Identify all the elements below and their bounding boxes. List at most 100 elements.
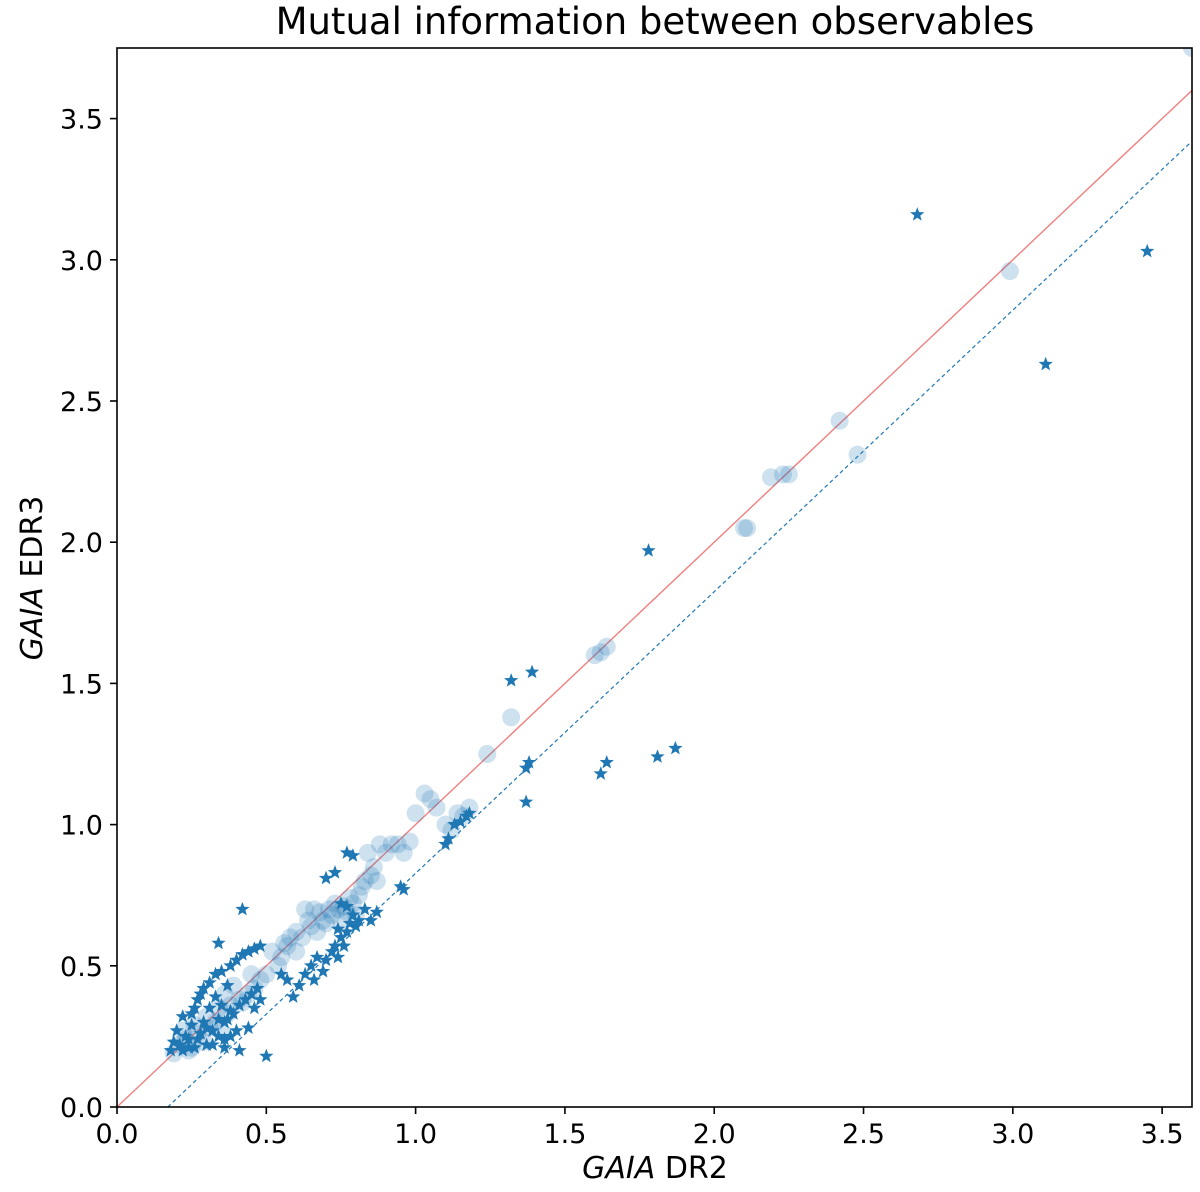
circle-point	[323, 905, 341, 924]
star-point	[339, 924, 355, 938]
circle-point	[311, 903, 330, 922]
star-point	[208, 966, 223, 981]
star-point	[504, 673, 519, 687]
star-point	[172, 1037, 187, 1051]
star-point	[208, 989, 223, 1003]
circle-point	[735, 519, 754, 538]
star-series	[163, 207, 1155, 1063]
y-axis: 0.0 0.5 1.0 1.5 2.0 2.5 3.0 3.5	[60, 105, 117, 1124]
star-point	[369, 904, 384, 919]
circle-point	[308, 922, 327, 941]
circle-point	[382, 835, 401, 854]
star-point	[327, 865, 343, 879]
circle-point	[287, 922, 306, 941]
star-point	[447, 817, 462, 831]
star-point	[244, 986, 259, 1001]
circle-point	[331, 911, 350, 930]
y-tick-label: 2.0	[60, 528, 103, 559]
circle-point	[773, 465, 792, 484]
star-point	[1140, 243, 1155, 258]
y-tick-label: 3.0	[60, 246, 103, 277]
star-point	[241, 1020, 256, 1034]
circle-point	[281, 928, 300, 947]
circle-point	[427, 798, 446, 817]
plot-frame	[116, 47, 1193, 1108]
circle-point	[278, 937, 297, 956]
star-point	[181, 1031, 196, 1046]
star-point	[524, 664, 540, 679]
circle-point	[302, 917, 321, 936]
star-point	[393, 879, 408, 893]
circle-point	[325, 894, 344, 913]
identity-line	[117, 89, 1192, 1107]
star-point	[229, 1023, 244, 1037]
star-point	[330, 921, 346, 936]
circle-point	[830, 411, 849, 430]
circle-point	[478, 745, 497, 763]
circle-point	[263, 942, 282, 961]
star-point	[333, 930, 349, 944]
star-point	[339, 899, 355, 913]
star-point	[351, 913, 367, 927]
circle-point	[738, 519, 757, 538]
star-point	[190, 992, 205, 1006]
circle-point	[376, 843, 395, 862]
star-point	[217, 1031, 232, 1046]
star-point	[345, 848, 361, 862]
circle-point	[299, 911, 318, 930]
x-tick-label: 3.5	[1141, 1119, 1184, 1150]
circle-point	[364, 857, 383, 876]
star-point	[205, 1037, 220, 1051]
star-point	[1038, 356, 1053, 371]
star-point	[235, 947, 250, 961]
y-axis-label: GAIA EDR3	[15, 496, 50, 661]
y-tick-label: 0.5	[60, 952, 103, 983]
star-point	[259, 1048, 274, 1063]
x-axis: 0.0 0.5 1.0 1.5 2.0 2.5 3.0 3.5	[96, 1107, 1184, 1150]
star-point	[593, 766, 608, 780]
star-point	[363, 913, 378, 927]
star-point	[199, 1020, 214, 1034]
circle-point	[367, 872, 386, 891]
star-point	[187, 1000, 202, 1015]
circle-point	[293, 928, 312, 947]
circle-point	[415, 784, 434, 803]
y-tick-label: 1.0	[60, 811, 103, 842]
circle-series	[164, 48, 1192, 1063]
star-point	[306, 972, 322, 986]
star-point	[199, 1037, 214, 1051]
circle-point	[779, 465, 798, 484]
star-point	[169, 1023, 184, 1037]
star-point	[250, 980, 265, 995]
circle-point	[400, 832, 419, 851]
circle-point	[349, 886, 368, 905]
star-point	[441, 831, 456, 845]
star-point	[211, 1011, 226, 1026]
star-point	[241, 944, 256, 958]
circle-point	[406, 804, 425, 823]
star-point	[345, 907, 361, 922]
star-point	[181, 1040, 196, 1054]
y-axis-label-rest: EDR3	[15, 496, 50, 588]
star-point	[247, 941, 262, 955]
star-point	[211, 1028, 226, 1043]
circle-point	[761, 468, 780, 487]
circle-point	[305, 900, 324, 919]
x-tick-label: 0.0	[96, 1119, 139, 1150]
star-point	[223, 1003, 238, 1018]
x-tick-label: 2.0	[693, 1119, 736, 1150]
star-point	[339, 845, 355, 859]
circle-point	[317, 914, 336, 933]
star-point	[196, 980, 211, 995]
star-point	[217, 1040, 232, 1054]
star-point	[315, 963, 331, 978]
circle-point	[421, 790, 440, 809]
y-tick-label: 0.0	[60, 1093, 103, 1124]
star-point	[214, 997, 229, 1012]
circle-point	[591, 643, 610, 662]
circle-point	[251, 970, 270, 989]
star-point	[462, 805, 477, 820]
star-point	[193, 1026, 208, 1040]
x-axis-label-rest: DR2	[655, 1151, 728, 1186]
star-point	[318, 952, 334, 967]
